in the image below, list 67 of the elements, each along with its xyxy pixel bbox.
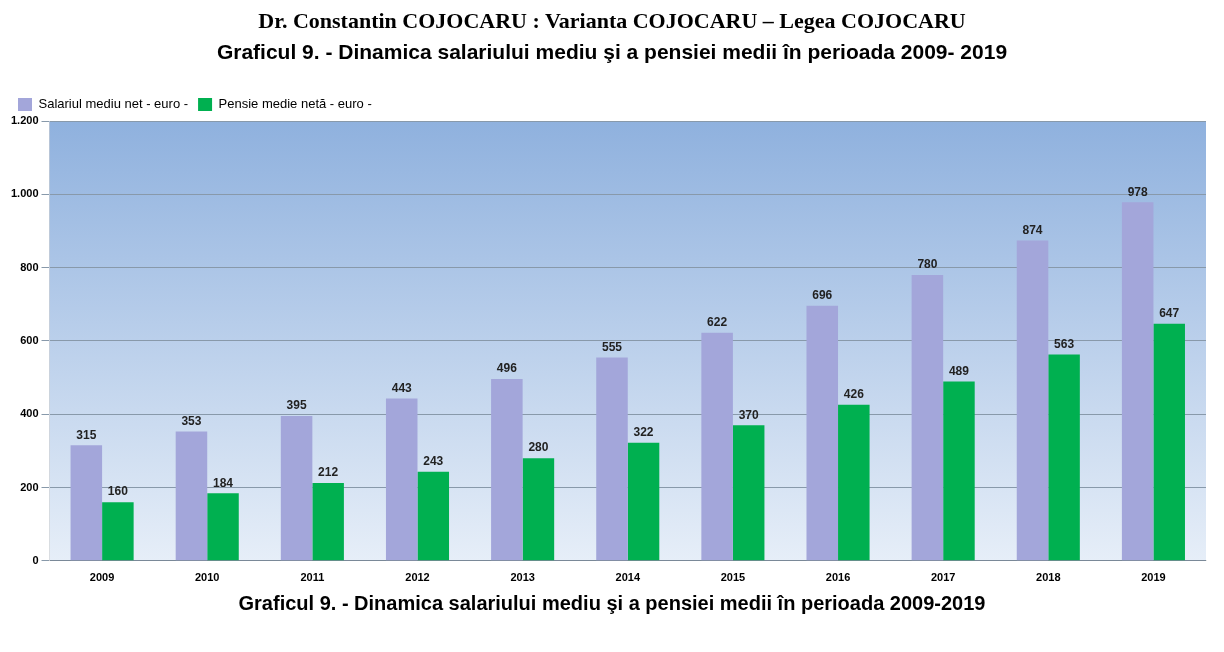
data-label: 978: [1127, 184, 1148, 199]
data-label: 622: [707, 315, 728, 330]
bar: [102, 502, 134, 561]
data-label: 370: [738, 407, 759, 422]
x-tick-label: 2016: [825, 571, 851, 584]
x-tick-label: 2012: [405, 571, 430, 584]
bar: [491, 379, 523, 561]
data-label: 426: [843, 386, 865, 401]
bar: [175, 431, 208, 561]
legend-label: Salariul mediu net - euro -: [38, 96, 189, 112]
bar: [312, 483, 344, 561]
text: Graficul 9. - Dinamica salariului mediu şi a pensiei medii în perioada 2009-2019: [237, 592, 987, 615]
y-tick-label: 1.000: [11, 187, 39, 200]
data-label: 315: [76, 427, 97, 442]
bar: [596, 357, 628, 561]
bar: [417, 471, 450, 561]
x-tick-label: 2013: [510, 571, 535, 584]
data-label: 443: [391, 380, 413, 395]
bar: [1121, 202, 1154, 561]
y-tick-label: 0: [32, 553, 39, 566]
bar: [522, 458, 555, 561]
x-tick-label: 2019: [1141, 571, 1166, 584]
x-tick-label: 2009: [89, 571, 115, 584]
bar: [70, 445, 103, 561]
legend-label: Pensie medie netă - euro -: [218, 96, 372, 112]
x-tick-label: 2015: [720, 571, 746, 584]
data-label: 243: [423, 454, 444, 469]
bar: [627, 442, 660, 561]
data-label: 563: [1054, 336, 1075, 351]
data-label: 353: [181, 413, 202, 428]
data-label: 395: [286, 398, 307, 413]
bar: [943, 381, 975, 561]
x-tick-label: 2010: [194, 571, 220, 584]
data-label: 184: [212, 475, 234, 490]
chart-title: Dr. Constantin COJOCARU : Varianta COJOCARU – Legea COJOCARU: [257, 8, 967, 35]
data-label: 555: [601, 339, 623, 354]
data-label: 780: [917, 257, 938, 272]
data-label: 489: [948, 363, 970, 378]
y-tick-label: 1.200: [11, 114, 39, 127]
x-tick-label: 2017: [930, 571, 956, 584]
y-tick-label: 800: [20, 260, 39, 273]
bar: [911, 274, 944, 561]
bar: [385, 398, 418, 561]
data-label: 696: [812, 288, 833, 303]
data-label: 874: [1022, 222, 1043, 237]
bar: [280, 416, 313, 561]
chart-subtitle: Graficul 9. - Dinamica salariului mediu şi a pensiei medii în perioada 2009- 2019: [215, 40, 1009, 65]
bar: [207, 493, 239, 561]
data-label: 280: [528, 440, 549, 455]
bar: [806, 305, 839, 561]
data-label: 496: [496, 361, 518, 376]
x-tick-label: 2011: [300, 571, 325, 584]
y-tick-label: 600: [20, 333, 39, 346]
data-label: 322: [633, 425, 654, 440]
bar: [701, 332, 733, 561]
x-tick-label: 2018: [1036, 571, 1061, 584]
data-label: 160: [107, 484, 129, 499]
y-tick-label: 400: [20, 407, 39, 420]
bar: [838, 404, 870, 561]
bar: [1016, 240, 1049, 561]
bar: [732, 425, 765, 561]
y-tick-label: 200: [20, 480, 39, 493]
bar: [1153, 323, 1185, 561]
x-tick-label: 2014: [615, 571, 641, 584]
data-label: 212: [318, 465, 339, 480]
data-label: 647: [1159, 305, 1180, 320]
bar: [1048, 354, 1080, 561]
